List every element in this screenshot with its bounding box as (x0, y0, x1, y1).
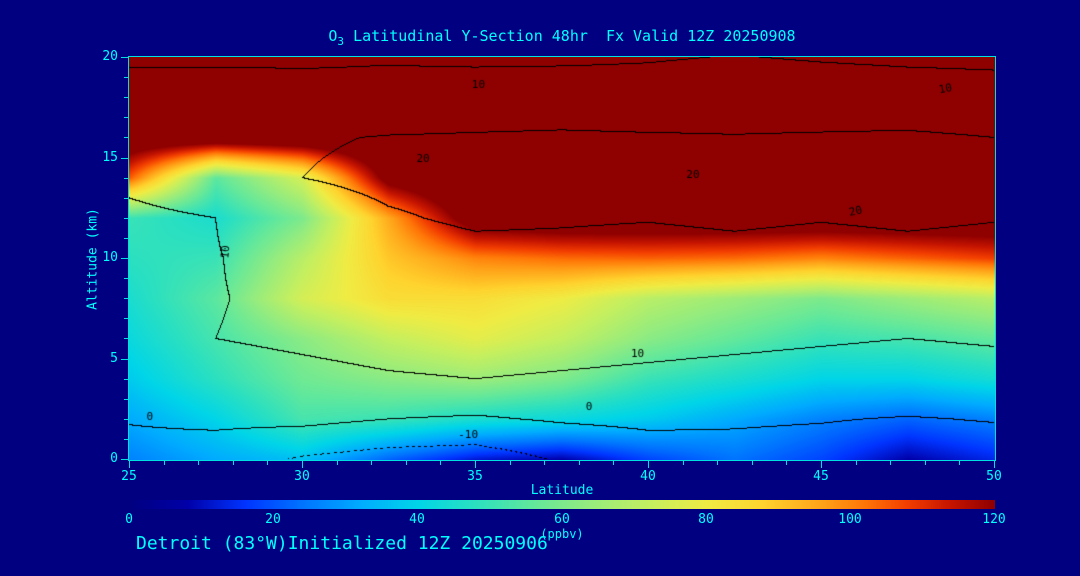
y-tick-mark (124, 178, 128, 179)
x-tick-mark (198, 461, 199, 465)
x-tick-mark (475, 461, 476, 468)
colorbar-tick-label: 120 (982, 512, 1006, 527)
x-axis-label: Latitude (530, 483, 594, 498)
x-tick-mark (994, 461, 995, 468)
x-tick-mark (890, 461, 891, 465)
y-tick-mark (124, 218, 128, 219)
x-tick-mark (406, 461, 407, 465)
colorbar-tick-label: 60 (554, 512, 570, 527)
x-tick-label: 35 (467, 469, 483, 484)
x-tick-mark (233, 461, 234, 465)
footer-annotation: Detroit (83°W)Initialized 12Z 20250906 (136, 533, 548, 554)
x-tick-mark (129, 461, 130, 468)
x-tick-mark (440, 461, 441, 465)
y-tick-mark (121, 359, 128, 360)
x-tick-mark (510, 461, 511, 465)
colorbar-tick-label: 20 (265, 512, 281, 527)
plot-area (128, 56, 996, 461)
x-tick-label: 40 (640, 469, 656, 484)
y-tick-mark (124, 77, 128, 78)
x-tick-label: 50 (986, 469, 1002, 484)
x-tick-mark (371, 461, 372, 465)
x-tick-mark (267, 461, 268, 465)
x-tick-mark (856, 461, 857, 465)
x-tick-mark (821, 461, 822, 468)
x-tick-mark (648, 461, 649, 468)
y-tick-mark (124, 439, 128, 440)
colorbar-tick-label: 100 (838, 512, 862, 527)
title-text: Latitudinal Y-Section 48hr Fx Valid 12Z … (344, 27, 796, 45)
y-tick-mark (124, 278, 128, 279)
y-tick-label: 5 (110, 351, 118, 366)
y-tick-mark (121, 158, 128, 159)
colorbar-tick-label: 0 (125, 512, 133, 527)
y-tick-label: 0 (110, 451, 118, 466)
x-tick-mark (752, 461, 753, 465)
x-tick-label: 45 (813, 469, 829, 484)
y-tick-mark (124, 338, 128, 339)
colorbar-tick-label: 80 (698, 512, 714, 527)
y-tick-label: 15 (102, 150, 118, 165)
colorbar-unit-label: (ppbv) (540, 527, 584, 541)
y-tick-mark (124, 97, 128, 98)
x-tick-mark (959, 461, 960, 465)
y-tick-mark (121, 459, 128, 460)
x-tick-label: 30 (294, 469, 310, 484)
y-tick-mark (124, 117, 128, 118)
y-tick-mark (124, 318, 128, 319)
x-tick-mark (337, 461, 338, 465)
y-tick-mark (124, 399, 128, 400)
y-tick-mark (124, 419, 128, 420)
x-tick-mark (164, 461, 165, 465)
y-tick-mark (121, 57, 128, 58)
x-tick-mark (613, 461, 614, 465)
y-tick-mark (124, 137, 128, 138)
title-species-subscript: 3 (337, 35, 345, 48)
y-tick-label: 20 (102, 49, 118, 64)
y-tick-mark (124, 379, 128, 380)
x-tick-label: 25 (121, 469, 137, 484)
y-tick-mark (124, 238, 128, 239)
x-tick-mark (683, 461, 684, 465)
chart-title: O3 Latitudinal Y-Section 48hr Fx Valid 1… (129, 27, 995, 48)
x-tick-mark (786, 461, 787, 465)
y-tick-mark (124, 198, 128, 199)
contour-plot-canvas (129, 57, 995, 460)
x-tick-mark (717, 461, 718, 465)
colorbar (129, 500, 995, 509)
x-tick-mark (544, 461, 545, 465)
y-tick-label: 10 (102, 250, 118, 265)
x-tick-mark (579, 461, 580, 465)
x-tick-mark (925, 461, 926, 465)
y-tick-mark (121, 258, 128, 259)
x-tick-mark (302, 461, 303, 468)
title-species: O (328, 27, 338, 45)
y-tick-mark (124, 298, 128, 299)
colorbar-tick-label: 40 (409, 512, 425, 527)
